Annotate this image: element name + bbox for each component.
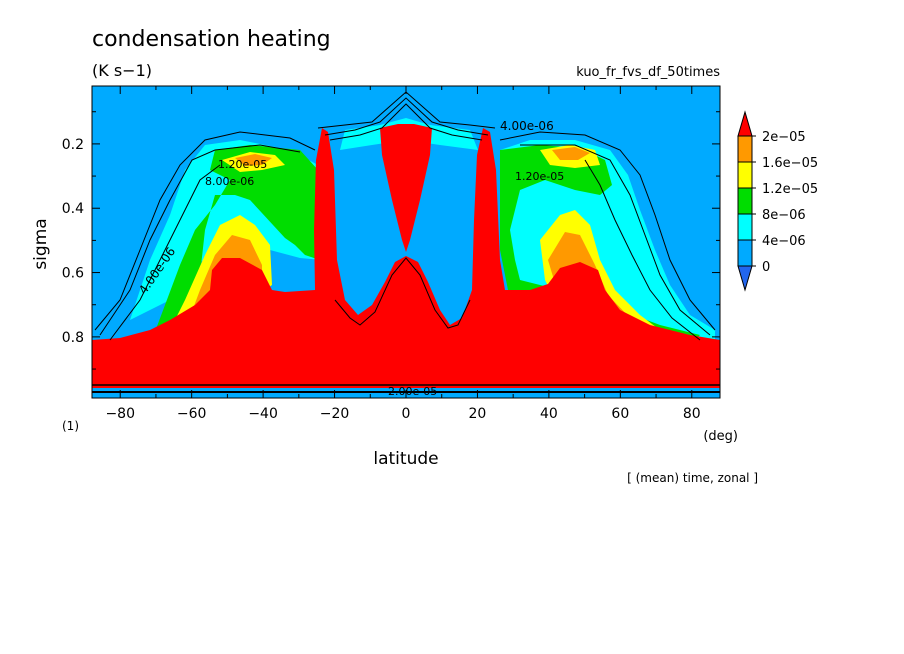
colorbar-swatch <box>737 187 753 215</box>
x-tick-label: −60 <box>177 406 207 422</box>
footer-note: [ (mean) time, zonal ] <box>627 471 758 485</box>
x-tick-label: 60 <box>611 406 629 422</box>
y-axis: 0.2 0.4 0.6 0.8 <box>62 111 720 370</box>
colorbar-swatch <box>737 161 753 189</box>
colorbar-label: 4e−06 <box>762 234 806 249</box>
contour-label: 1.20e-05 <box>218 158 267 171</box>
y-tick-label: 0.2 <box>62 137 84 153</box>
colorbar-label: 0 <box>762 260 770 275</box>
colorbar-swatch <box>737 135 753 163</box>
y-tick-label: 0.6 <box>62 266 84 282</box>
contour-lines <box>92 91 720 393</box>
contour-label: 8.00e-06 <box>205 175 254 188</box>
x-tick-label: −20 <box>320 406 350 422</box>
x-tick-label: −80 <box>105 406 135 422</box>
x-unit-label: (deg) <box>703 429 738 444</box>
colorbar: 2e−05 1.6e−05 1.2e−05 8e−06 4e−06 0 <box>737 110 818 292</box>
y-axis-label: sigma <box>31 218 51 269</box>
x-tick-label: 20 <box>469 406 487 422</box>
run-name: kuo_fr_fvs_df_50times <box>576 65 720 80</box>
colorbar-top-arrow <box>737 110 753 137</box>
x-axis-label: latitude <box>373 449 438 469</box>
colorbar-swatch <box>737 239 753 267</box>
x-axis: −80 −60 −40 −20 0 20 40 60 80 <box>105 86 701 422</box>
field-green-left <box>150 145 320 345</box>
colorbar-label: 2e−05 <box>762 130 806 145</box>
x-tick-label: 80 <box>683 406 701 422</box>
colorbar-bottom-arrow <box>737 265 753 292</box>
panel-index: (1) <box>62 419 79 433</box>
y-tick-label: 0.4 <box>62 201 84 217</box>
x-tick-label: 0 <box>402 406 411 422</box>
x-tick-label: 40 <box>540 406 558 422</box>
contour-label: 4.00e-06 <box>500 119 554 133</box>
chart-units: (K s−1) <box>92 61 152 80</box>
chart-title: condensation heating <box>92 27 331 52</box>
y-tick-label: 0.8 <box>62 330 84 346</box>
contour-label: 2.00e-05 <box>388 385 437 398</box>
field-red-center <box>380 124 432 252</box>
x-tick-label: −40 <box>248 406 278 422</box>
field-cyan-right <box>500 140 715 345</box>
colorbar-label: 8e−06 <box>762 208 806 223</box>
field-red-main <box>92 128 720 398</box>
field-orange-spot-right <box>552 147 590 160</box>
colorbar-label: 1.6e−05 <box>762 156 818 171</box>
colorbar-label: 1.2e−05 <box>762 182 818 197</box>
contour-label: 1.20e-05 <box>515 170 564 183</box>
field-orange-spot-left <box>235 154 272 166</box>
colorbar-swatch <box>737 213 753 241</box>
plot-area: 4.00e-06 4.00e-06 1.20e-05 8.00e-06 1.20… <box>92 86 720 398</box>
